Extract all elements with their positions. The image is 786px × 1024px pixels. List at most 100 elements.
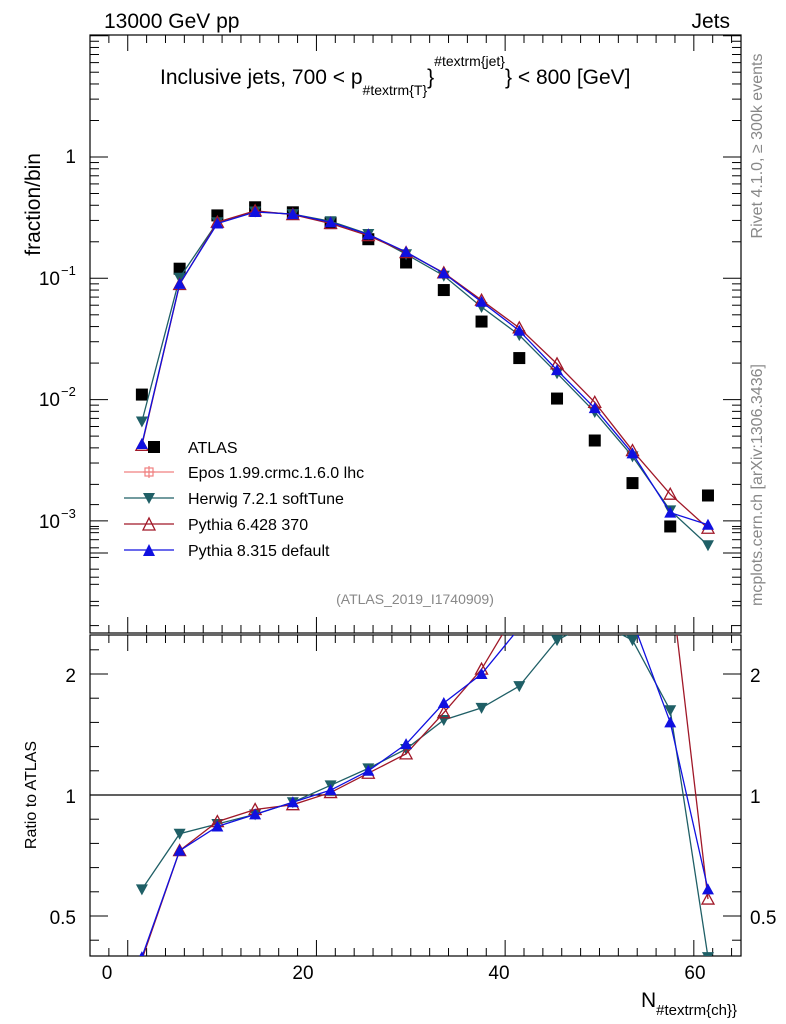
ratio-point-herwig-7-2-1-softtune [551,635,564,647]
xtick-label-0: 0 [102,963,113,984]
ratio-ytick-1-left: 1 [65,787,76,808]
ratio-point-pythia-8-315-default [286,796,299,808]
ytick-label-0.1-exp: −1 [61,263,76,278]
ratio-point-pythia-6-428-370 [700,891,716,905]
legend-label-py8: Pythia 8.315 default [188,543,330,560]
ytick-label-0.001-exp: −3 [61,506,76,521]
title-close: } [427,66,434,89]
legend-marker-py8 [143,544,155,556]
ratio-point-herwig-7-2-1-softtune [513,681,526,693]
ratio-point-pythia-8-315-default [437,697,450,709]
mcplots-label: mcplots.cern.ch [arXiv:1306.3436] [749,364,766,606]
legend-label-py6: Pythia 6.428 370 [188,517,308,534]
point-pythia-8-315-default [286,208,299,220]
main-title: Inclusive jets, 700 < p#textrm{T}}#textr… [160,53,631,98]
ratio-line-pythia-6-428-370 [142,635,709,956]
point-atlas [437,284,450,297]
ratio-point-herwig-7-2-1-softtune [173,828,186,840]
main-ylabel: fraction/bin [22,153,45,256]
point-pythia-8-315-default [664,506,677,518]
point-atlas [135,388,148,401]
xlabel: N#textrm{ch}} [641,989,737,1019]
ratio-point-pythia-8-315-default [400,738,413,750]
xtick-label-40: 40 [488,963,509,984]
ratio-point-pythia-8-315-default [249,808,262,820]
point-pythia-8-315-default [211,217,224,229]
ytick-label-0.1-base: 10 [39,269,60,290]
ratio-series-group [135,635,716,956]
title-sup: #textrm{jet} [434,53,505,69]
ratio-point-herwig-7-2-1-softtune [626,635,639,647]
legend-label-atlas: ATLAS [188,440,238,457]
legend-marker-herwig [143,493,155,504]
main-axis-ticks [89,35,741,633]
header-right: Jets [691,10,730,33]
ratio-point-pythia-8-315-default [139,951,145,956]
title-post: < 800 [GeV] [518,66,631,89]
point-pythia-8-315-default [362,228,375,240]
ratio-ytick-2-right: 2 [750,666,761,687]
point-pythia-8-315-default [173,277,186,289]
point-atlas [551,392,564,405]
point-pythia-8-315-default [249,206,262,218]
ratio-point-herwig-7-2-1-softtune [475,702,488,714]
xtick-label-60: 60 [684,963,705,984]
ratio-point-pythia-8-315-default [324,784,337,796]
xtick-label-20: 20 [292,963,313,984]
point-pythia-8-315-default [588,402,601,414]
legend-marker-atlas [148,441,160,453]
ratio-y-tick-labels: 2 1 0.5 2 1 0.5 [50,666,777,929]
ratio-ytick-0.5-right: 0.5 [750,908,776,929]
point-pythia-8-315-default [437,267,450,279]
title-pre: Inclusive jets, 700 < p [160,66,363,89]
ratio-axis-ticks [89,504,741,956]
point-pythia-8-315-default [551,364,564,376]
legend-marker-py6 [141,516,157,531]
legend-label-epos: Epos 1.99.crmc.1.6.0 lhc [188,465,364,482]
point-pythia-8-315-default [324,216,337,228]
ratio-point-herwig-7-2-1-softtune [701,952,714,956]
ratio-point-pythia-6-428-370 [436,705,451,719]
main-series [134,201,716,552]
ytick-label-0.001-base: 10 [39,512,60,533]
ratio-point-pythia-8-315-default [362,764,375,776]
point-atlas [588,434,601,447]
analysis-watermark: (ATLAS_2019_I1740909) [336,591,494,607]
header-left: 13000 GeV pp [104,10,239,33]
ratio-ytick-0.5-left: 0.5 [50,908,76,929]
ratio-point-pythia-8-315-default [173,844,186,856]
ratio-ylabel: Ratio to ATLAS [23,741,40,849]
legend: ATLAS Epos 1.99.crmc.1.6.0 lhc Herwig 7.… [124,440,364,560]
ratio-line-pythia-8-315-default [141,635,709,956]
main-y-tick-labels: 1 10 −1 10 −2 10 −3 [39,147,76,533]
ratio-point-pythia-6-428-370 [398,746,414,760]
ytick-label-0.01-base: 10 [39,390,60,411]
point-pythia-8-315-default [475,295,488,307]
point-atlas [475,315,488,328]
legend-label-herwig: Herwig 7.2.1 softTune [188,491,344,508]
legend-marker-epos [143,466,155,478]
series-line-pythia-8-315-default [141,211,709,526]
point-herwig-7-2-1-softtune [135,416,148,428]
ratio-series [135,635,716,956]
rivet-label: Rivet 4.1.0, ≥ 300k events [749,54,766,239]
point-pythia-8-315-default [513,324,526,336]
ratio-point-pythia-8-315-default [211,820,224,832]
ratio-point-pythia-8-315-default [664,716,677,728]
ratio-point-pythia-8-315-default [475,668,488,679]
point-atlas [513,352,526,365]
ratio-ytick-1-right: 1 [750,787,761,808]
point-atlas [701,489,714,502]
ratio-ytick-2-left: 2 [65,666,76,687]
ytick-label-0.01-exp: −2 [61,384,76,399]
point-atlas [664,520,677,533]
point-herwig-7-2-1-softtune [701,540,714,552]
point-pythia-8-315-default [135,438,148,450]
point-atlas [626,477,639,490]
point-pythia-8-315-default [701,518,714,530]
ytick-label-1: 1 [65,147,76,168]
point-atlas [173,262,186,275]
ratio-point-herwig-7-2-1-softtune [135,884,148,896]
point-pythia-6-428-370 [663,486,678,500]
